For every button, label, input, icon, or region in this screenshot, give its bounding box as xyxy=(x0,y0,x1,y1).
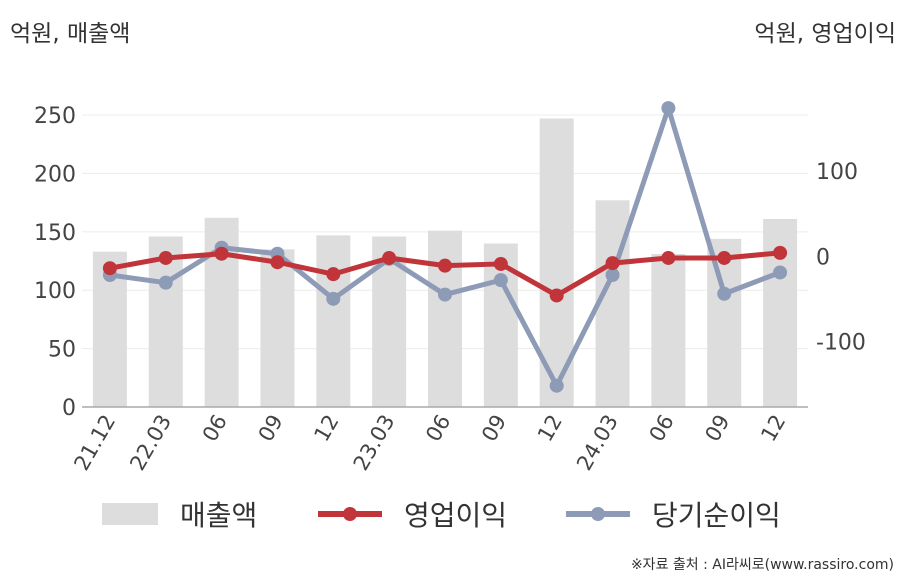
left-axis-tick-label: 250 xyxy=(34,104,76,129)
x-axis-tick-label: 12 xyxy=(533,411,567,446)
right-axis-unit: 억원, 영업이익 xyxy=(754,21,896,47)
point-operating-profit xyxy=(102,261,117,276)
x-axis-tick-label: 22.03 xyxy=(125,411,176,475)
legend-item-net-income: 당기순이익 xyxy=(566,494,781,534)
x-axis-tick-label: 21.12 xyxy=(69,411,120,475)
legend-swatch-net-income xyxy=(566,503,630,525)
point-operating-profit xyxy=(493,256,508,271)
bar-sales xyxy=(316,235,351,407)
point-net-income xyxy=(438,287,452,302)
right-axis-tick-label: 100 xyxy=(816,160,858,185)
point-operating-profit xyxy=(158,250,173,265)
left-axis-unit: 억원, 매출액 xyxy=(10,21,131,47)
source-note: ※자료 출처 : AI라씨로(www.rassiro.com) xyxy=(630,557,894,573)
point-operating-profit xyxy=(326,267,341,282)
left-axis-tick-label: 200 xyxy=(34,162,76,187)
point-net-income xyxy=(493,273,508,288)
x-axis-tick-label: 12 xyxy=(309,411,343,446)
left-axis-tick-label: 0 xyxy=(62,396,76,421)
point-net-income xyxy=(326,291,341,306)
legend-swatch-operating-profit xyxy=(318,503,382,525)
point-net-income xyxy=(549,378,564,393)
bar-sales xyxy=(651,254,686,407)
left-axis-tick-label: 100 xyxy=(34,279,76,304)
legend-item-operating-profit: 영업이익 xyxy=(318,494,507,534)
point-operating-profit xyxy=(382,250,397,265)
bar-sales xyxy=(428,230,462,407)
left-axis-tick-label: 150 xyxy=(34,221,76,246)
left-axis-tick-label: 50 xyxy=(48,338,76,363)
bar-sales xyxy=(260,249,295,407)
point-operating-profit xyxy=(605,256,620,271)
x-axis-tick-label: 09 xyxy=(477,411,511,446)
point-net-income xyxy=(773,265,788,280)
point-net-income xyxy=(661,101,676,116)
point-operating-profit xyxy=(270,255,285,270)
right-axis-tick-label: 0 xyxy=(816,245,830,270)
point-operating-profit xyxy=(717,250,732,265)
x-axis-tick-label: 09 xyxy=(254,411,288,446)
legend-label-operating-profit: 영업이익 xyxy=(404,499,508,532)
point-operating-profit xyxy=(773,245,788,260)
point-net-income xyxy=(605,268,620,283)
point-operating-profit xyxy=(661,250,676,265)
x-axis-tick-label: 23.03 xyxy=(349,411,400,475)
legend-item-sales: 매출액 xyxy=(102,494,257,534)
x-axis-tick-label: 06 xyxy=(645,411,679,446)
x-axis-tick-label: 09 xyxy=(700,411,734,446)
bar-sales xyxy=(707,238,742,407)
x-axis-tick-label: 06 xyxy=(198,411,232,446)
point-net-income xyxy=(717,286,732,301)
point-operating-profit xyxy=(214,246,229,261)
legend-label-net-income: 당기순이익 xyxy=(652,499,781,532)
x-axis-tick-label: 12 xyxy=(756,411,790,446)
point-net-income xyxy=(158,275,173,290)
legend-label-sales: 매출액 xyxy=(180,499,258,532)
x-axis-tick-label: 06 xyxy=(421,411,455,446)
point-operating-profit xyxy=(549,288,564,303)
right-axis-tick-label: -100 xyxy=(816,330,866,355)
point-operating-profit xyxy=(438,258,452,273)
legend-swatch-sales xyxy=(102,503,158,525)
x-axis-tick-label: 24.03 xyxy=(572,411,623,475)
